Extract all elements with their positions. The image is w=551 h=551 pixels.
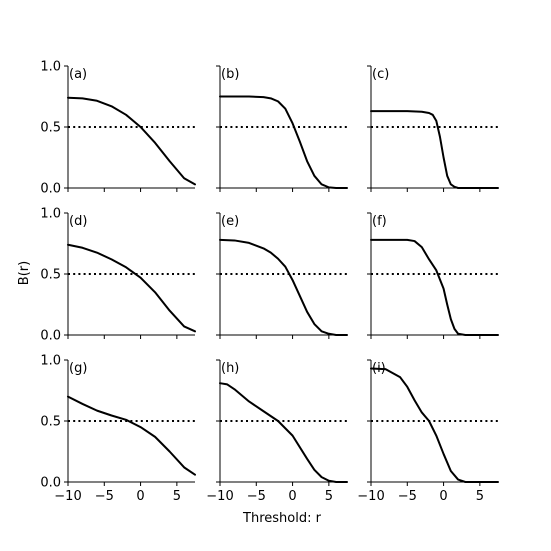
y-tick-label: 0.5 [40, 415, 61, 430]
panel-label-8: (h) [221, 361, 239, 376]
x-tick-label: 0 [288, 489, 296, 504]
y-tick-label: 1.0 [40, 354, 61, 369]
y-tick-label: 1.0 [40, 207, 61, 222]
x-tick-label: −10 [357, 489, 384, 504]
panel-4: 0.0 0.5 1.0 (d) [40, 207, 196, 344]
panel-label-4: (d) [69, 214, 87, 229]
y-tick-label: 0.0 [40, 329, 61, 344]
y-tick-label: 0.5 [40, 268, 61, 283]
x-axis-title: Threshold: r [242, 511, 322, 526]
x-tick-label: −5 [247, 489, 266, 504]
x-tick-label: −10 [54, 489, 81, 504]
series-line-7 [67, 395, 196, 476]
y-axis-title: B(r) [17, 261, 32, 285]
panel-6: (f) [367, 212, 499, 339]
series-line-8 [219, 382, 348, 483]
x-tick-label: 5 [476, 489, 484, 504]
series-line-5 [219, 238, 348, 336]
series-line-1 [67, 96, 196, 186]
y-tick-label: 0.0 [40, 476, 61, 491]
panel-1: 0.0 0.5 1.0 (a) [40, 60, 196, 197]
panel-grid: 0.00.51.0 (a) (b) (c)0.00.51.0 (d) (e) (f)0.00… [40, 60, 499, 504]
panel-label-6: (f) [372, 214, 387, 229]
panel-2: (b) [216, 65, 348, 192]
panel-label-1: (a) [69, 67, 87, 82]
x-tick-label: −5 [95, 489, 114, 504]
y-tick-label: 1.0 [40, 60, 61, 75]
panel-8: −10 −5 0 5 (h) [206, 359, 348, 504]
x-tick-label: 0 [136, 489, 144, 504]
panel-label-9: (i) [372, 361, 386, 376]
y-tick-label: 0.0 [40, 182, 61, 197]
panel-label-7: (g) [69, 361, 87, 376]
y-tick-label: 0.5 [40, 121, 61, 136]
series-line-9 [370, 367, 499, 483]
series-line-3 [370, 110, 499, 189]
series-line-6 [370, 238, 499, 336]
panel-7: 0.0 0.5 1.0 −10 −5 0 5 (g) [40, 354, 196, 504]
x-tick-label: 0 [439, 489, 447, 504]
x-tick-label: −5 [398, 489, 417, 504]
panel-label-3: (c) [372, 67, 389, 82]
x-tick-label: −10 [206, 489, 233, 504]
panel-9: −10 −5 0 5 (i) [357, 359, 499, 504]
x-tick-label: 5 [173, 489, 181, 504]
series-line-4 [67, 243, 196, 333]
panel-label-2: (b) [221, 67, 239, 82]
series-line-2 [219, 95, 348, 189]
panel-5: (e) [216, 212, 348, 339]
panel-label-5: (e) [221, 214, 239, 229]
panel-3: (c) [367, 65, 499, 192]
x-tick-label: 5 [325, 489, 333, 504]
